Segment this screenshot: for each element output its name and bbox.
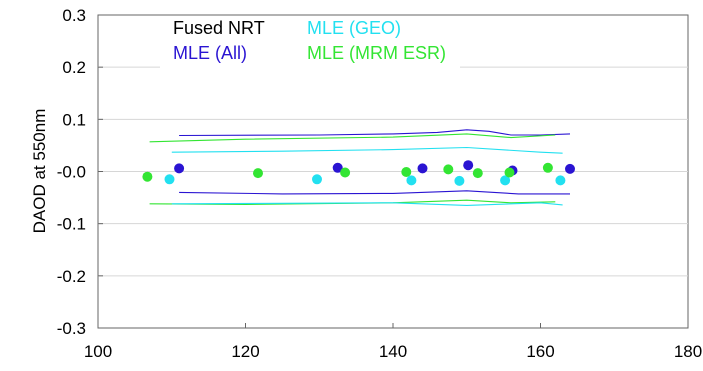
data-point: [565, 163, 575, 174]
legend-entry: MLE (GEO): [307, 18, 401, 38]
data-point: [332, 162, 343, 173]
data-point: [406, 175, 417, 186]
y-axis-ticks: 0.3 0.2 0.1 -0.0 -0.1 -0.2 -0.3: [57, 6, 103, 338]
legend-entry: MLE (MRM ESR): [307, 43, 446, 63]
x-tick-label: 180: [674, 342, 702, 361]
legend-entry: Fused NRT: [173, 18, 265, 38]
data-point: [164, 174, 175, 185]
y-axis-title: DAOD at 550nm: [30, 109, 49, 234]
band-line: [149, 199, 556, 205]
data-point: [463, 160, 474, 171]
data-point: [340, 167, 351, 178]
y-tick-label: -0.2: [57, 267, 86, 286]
data-point: [401, 167, 412, 177]
data-point: [542, 162, 553, 173]
band-line: [149, 133, 556, 143]
x-tick-label: 100: [84, 342, 112, 361]
x-axis-ticks: 100 120 140 160 180: [84, 323, 702, 361]
legend: Fused NRT MLE (All) MLE (GEO) MLE (MRM ESR): [160, 16, 460, 72]
data-points: [142, 160, 575, 186]
data-point: [443, 164, 454, 175]
data-point: [417, 163, 428, 174]
y-tick-label: 0.3: [62, 6, 86, 25]
data-point: [472, 168, 483, 179]
y-tick-label: -0.3: [57, 319, 86, 338]
legend-background: [160, 16, 460, 72]
band-line: [171, 202, 563, 206]
band-line: [171, 146, 563, 154]
data-point: [454, 175, 465, 186]
x-tick-label: 120: [231, 342, 259, 361]
data-point: [253, 168, 263, 179]
y-tick-label: -0.0: [57, 163, 86, 182]
y-tick-label: -0.1: [57, 215, 86, 234]
data-point: [174, 163, 185, 174]
data-point: [500, 175, 511, 186]
x-tick-label: 140: [379, 342, 407, 361]
data-point: [312, 174, 322, 185]
x-tick-label: 160: [526, 342, 554, 361]
y-tick-label: 0.2: [62, 58, 86, 77]
data-point: [142, 171, 153, 182]
y-tick-label: 0.1: [62, 110, 86, 129]
data-point: [504, 167, 515, 178]
data-point: [555, 175, 566, 186]
band-line: [179, 129, 571, 137]
band-line: [179, 190, 570, 195]
legend-entry: MLE (All): [173, 43, 247, 63]
uncertainty-bands: [149, 129, 571, 206]
